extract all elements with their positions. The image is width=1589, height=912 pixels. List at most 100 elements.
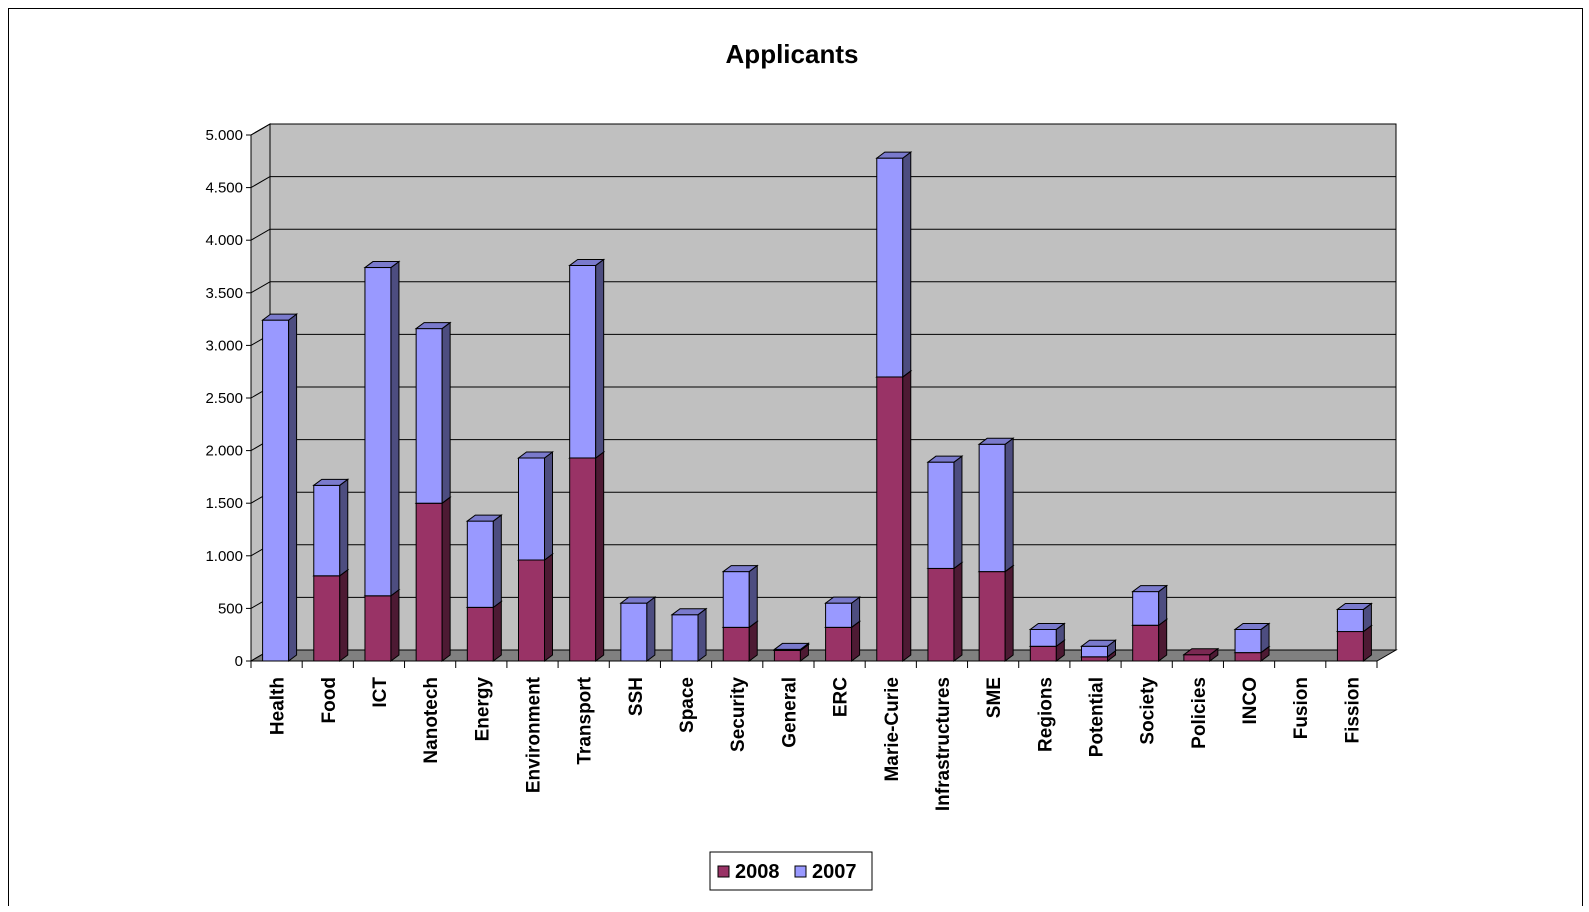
- legend-swatch-2008: [717, 865, 730, 878]
- bar-side: [1158, 618, 1168, 662]
- bar-front: [1183, 654, 1211, 662]
- bar-side: [288, 313, 298, 662]
- bar-top: [1028, 622, 1066, 630]
- bar-front: [722, 626, 750, 662]
- bar-segment-2007: [1028, 622, 1066, 648]
- bar-front: [415, 328, 443, 504]
- bar-segment-2008: [312, 568, 350, 662]
- bar-top: [670, 608, 708, 616]
- bar-side: [544, 450, 553, 562]
- bar-front: [927, 567, 955, 662]
- bar-front: [1132, 624, 1160, 662]
- bar-top: [1080, 639, 1117, 647]
- legend-box: [709, 851, 873, 891]
- bar-side: [1004, 564, 1014, 662]
- bar-segment-2007: [1080, 639, 1117, 658]
- y-tick-label: 4.500: [205, 180, 243, 197]
- bar-top: [926, 455, 964, 463]
- bar-top: [517, 451, 554, 459]
- bar-side: [1158, 584, 1168, 627]
- x-tick-label: Transport: [575, 676, 596, 764]
- bar-front: [313, 575, 341, 662]
- y-tick-label: 1.500: [205, 495, 243, 512]
- gridline-side: [250, 123, 271, 136]
- bar-front: [1234, 652, 1262, 662]
- bar-segment-2007: [670, 607, 708, 662]
- bar-segment-2008: [926, 561, 964, 662]
- y-axis: 0 500 1.000 1.500 2.000 2.500 3.000 3.500 4.000 4…: [205, 127, 252, 670]
- bar-top: [312, 478, 350, 486]
- bar-front: [927, 461, 955, 569]
- x-tick-label: Security: [728, 677, 749, 752]
- bar-side: [492, 600, 502, 662]
- bar-front: [1234, 628, 1262, 654]
- bar-segment-2007: [414, 321, 452, 505]
- gridline-side: [250, 176, 271, 189]
- bar-side: [646, 596, 656, 662]
- bar-side: [595, 450, 605, 662]
- bar-front: [466, 520, 494, 608]
- bar-side: [902, 151, 912, 378]
- bar-front: [620, 602, 648, 662]
- bar-top: [721, 565, 759, 573]
- bar-segment-2008: [1182, 647, 1220, 662]
- x-tick-label: INCO: [1240, 677, 1261, 725]
- bar-front: [1336, 631, 1364, 662]
- x-tick-label: General: [779, 677, 800, 748]
- y-tick-label: 1.000: [205, 548, 243, 565]
- bar-segment-2007: [465, 514, 503, 609]
- bar-front: [466, 606, 494, 662]
- bar-top: [1335, 602, 1373, 610]
- bar-segment-2008: [363, 588, 401, 662]
- bar-side: [339, 568, 349, 662]
- bar-segment-2007: [568, 258, 606, 459]
- legend: 2008 2007: [709, 851, 873, 891]
- bar-segment-2007: [926, 455, 964, 570]
- y-tick-label: 2.500: [205, 390, 243, 407]
- bar-top: [465, 514, 503, 522]
- bar-segment-2007: [312, 478, 350, 577]
- bar-side: [748, 620, 758, 662]
- bar-front: [978, 443, 1006, 573]
- bar-segment-2007: [1233, 622, 1271, 654]
- bar-top: [824, 596, 862, 604]
- bar-side: [339, 478, 349, 577]
- bar-top: [261, 313, 299, 321]
- x-tick-label: Space: [677, 677, 698, 733]
- legend-swatch-2007: [794, 865, 807, 878]
- y-tick-label: 3.000: [205, 337, 243, 354]
- y-tick-label: 500: [218, 600, 243, 617]
- bar-segment-2008: [465, 600, 503, 662]
- bar-side: [544, 553, 553, 662]
- y-tick-label: 3.500: [205, 285, 243, 302]
- bar-front: [671, 614, 699, 662]
- bar-segment-2007: [363, 260, 401, 597]
- bar-front: [415, 502, 443, 662]
- bar-side: [1004, 437, 1014, 573]
- bar-top: [414, 322, 452, 330]
- bar-top: [772, 642, 810, 650]
- y-tick-label: 0: [235, 653, 243, 670]
- bar-top: [363, 261, 401, 269]
- x-tick-label: Infrastructures: [933, 677, 954, 811]
- bar-side: [441, 321, 451, 505]
- bar-segment-2007: [261, 313, 299, 662]
- bar-segment-2007: [721, 564, 759, 629]
- x-tick-label: Energy: [472, 677, 493, 742]
- x-tick-label: Nanotech: [421, 677, 442, 764]
- bar-front: [1132, 591, 1160, 626]
- x-tick-label: Health: [268, 677, 289, 735]
- gridline-side: [250, 228, 271, 241]
- x-tick-label: Regions: [1035, 677, 1056, 752]
- bar-top: [619, 596, 657, 604]
- bar-side: [492, 514, 502, 609]
- bars: [261, 151, 1373, 662]
- bar-side: [851, 620, 861, 662]
- bar-front: [825, 626, 853, 662]
- bar-front: [1029, 645, 1057, 662]
- bar-front: [364, 595, 392, 662]
- x-tick-label: SSH: [626, 677, 647, 716]
- bar-front: [569, 264, 597, 459]
- bar-segment-2008: [414, 496, 452, 662]
- bar-side: [953, 455, 963, 570]
